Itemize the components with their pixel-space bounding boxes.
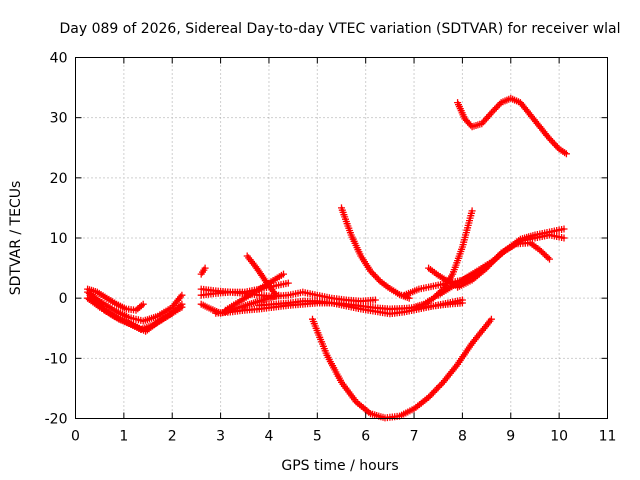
y-tick-label: 30 — [50, 111, 68, 127]
series-layer — [84, 94, 570, 422]
data-point — [178, 300, 186, 308]
ticks — [75, 57, 608, 419]
series-markers — [454, 94, 570, 158]
series-5 — [197, 264, 209, 278]
data-point — [178, 291, 186, 299]
x-tick-label: 9 — [506, 429, 515, 445]
series-17 — [425, 264, 462, 290]
series-13 — [309, 315, 495, 422]
series-12 — [255, 296, 466, 318]
data-point — [562, 150, 570, 158]
data-point — [468, 207, 476, 215]
data-point — [176, 302, 184, 310]
data-point — [97, 303, 105, 311]
y-tick-label: 40 — [50, 51, 68, 67]
data-point — [541, 251, 549, 258]
data-point — [86, 291, 94, 299]
data-point — [173, 305, 181, 313]
series-markers — [243, 252, 280, 299]
series-markers — [454, 239, 553, 291]
x-tick-label: 5 — [313, 429, 322, 445]
x-tick-label: 3 — [216, 429, 225, 445]
series-16 — [410, 207, 476, 311]
x-tick-label: 0 — [71, 429, 80, 445]
data-point — [560, 225, 568, 233]
series-line — [311, 318, 493, 419]
y-tick-label: 10 — [50, 231, 68, 247]
data-point — [486, 261, 494, 269]
x-tick-label: 6 — [361, 429, 370, 445]
y-tick-label: -20 — [45, 412, 68, 428]
data-point — [272, 291, 280, 299]
series-19 — [454, 239, 553, 291]
data-point — [536, 246, 544, 254]
data-point — [431, 293, 439, 301]
data-point — [172, 306, 179, 314]
series-line — [340, 206, 411, 300]
data-point — [429, 294, 437, 302]
data-point — [280, 270, 287, 278]
series-markers — [255, 296, 466, 318]
data-point — [539, 249, 547, 257]
series-markers — [425, 264, 462, 290]
chart-title: Day 089 of 2026, Sidereal Day-to-day VTE… — [59, 21, 620, 37]
y-tick-label: -10 — [45, 351, 68, 367]
x-tick-label: 10 — [550, 429, 568, 445]
series-markers — [434, 231, 568, 299]
series-markers — [338, 204, 413, 302]
series-18 — [434, 231, 568, 299]
series-4 — [86, 291, 186, 335]
data-point — [560, 234, 568, 242]
data-point — [175, 303, 183, 311]
y-tick-label: 0 — [59, 291, 68, 307]
data-point — [487, 315, 495, 323]
series-14 — [338, 204, 413, 302]
data-point — [544, 254, 552, 262]
series-markers — [197, 264, 209, 278]
series-20 — [454, 94, 570, 158]
data-point — [371, 296, 379, 304]
data-point — [139, 300, 147, 308]
x-tick-label: 1 — [119, 429, 128, 445]
data-point — [546, 255, 553, 263]
data-point — [425, 393, 433, 401]
data-point — [537, 248, 545, 255]
x-axis-label: GPS time / hours — [281, 458, 398, 474]
data-point — [201, 264, 209, 272]
data-point — [491, 256, 499, 264]
x-tick-label: 11 — [599, 429, 617, 445]
series-markers — [84, 285, 147, 314]
series-11 — [243, 252, 280, 299]
x-tick-label: 2 — [168, 429, 177, 445]
grid — [75, 57, 608, 419]
y-tick-label: 20 — [50, 171, 68, 187]
y-axis-label: SDTVAR / TECUs — [8, 181, 24, 296]
y-tick-labels: -20 -10 0 10 20 30 40 — [45, 51, 68, 428]
data-point — [429, 388, 437, 396]
series-markers — [197, 291, 283, 317]
series-8 — [197, 291, 283, 317]
series-markers — [410, 207, 476, 311]
x-tick-label: 7 — [410, 429, 419, 445]
series-markers — [309, 315, 495, 422]
data-point — [458, 296, 466, 304]
data-point — [284, 279, 292, 287]
x-tick-labels: 0 1 2 3 4 5 6 7 8 9 10 11 — [71, 429, 616, 445]
x-tick-label: 4 — [264, 429, 273, 445]
data-point — [168, 309, 176, 317]
data-point — [405, 294, 413, 302]
series-markers — [86, 291, 186, 335]
series-1 — [84, 285, 147, 314]
x-tick-label: 8 — [458, 429, 467, 445]
